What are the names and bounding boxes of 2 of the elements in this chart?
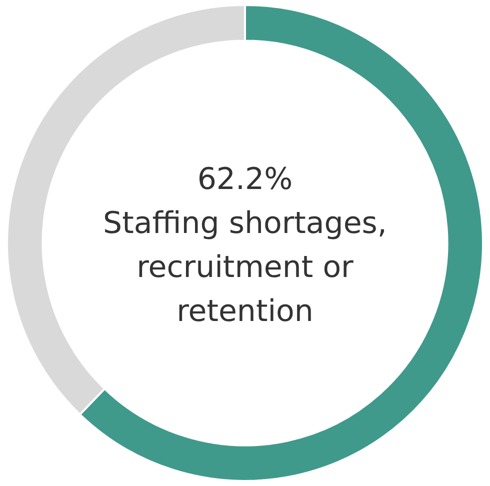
data-label: 62.2% [197, 162, 293, 197]
slice-label: Staffing shortages, recruitment or retention [103, 206, 387, 329]
